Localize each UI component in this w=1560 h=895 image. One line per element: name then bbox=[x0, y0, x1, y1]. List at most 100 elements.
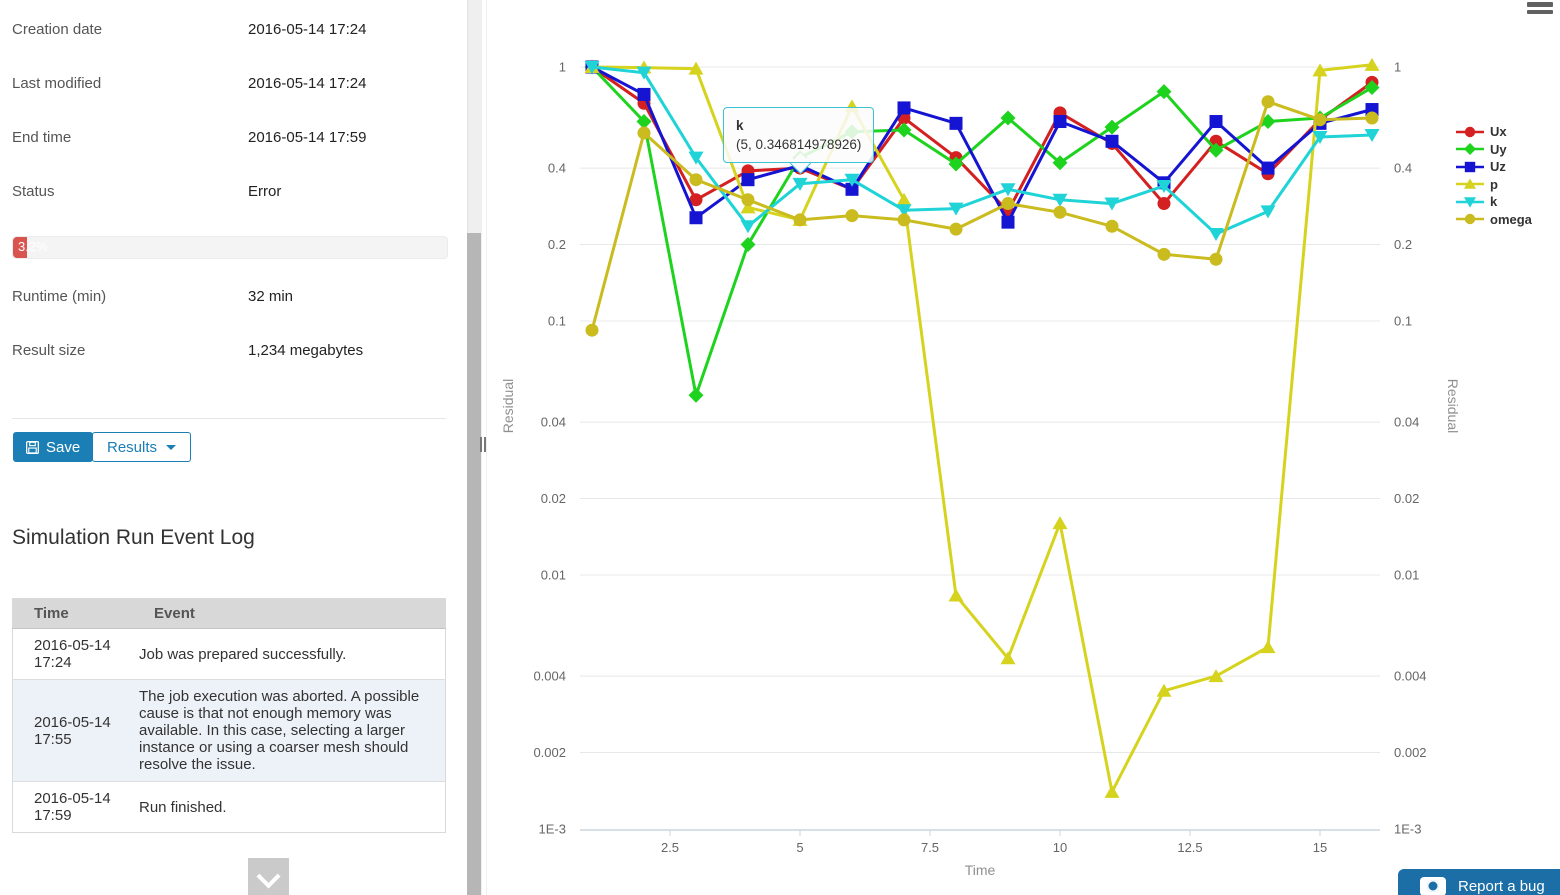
report-a-bug-button[interactable]: Report a bug bbox=[1398, 869, 1560, 895]
column-header-event: Event bbox=[126, 598, 446, 629]
y-tick-label-left: 1E-3 bbox=[539, 822, 566, 837]
legend-item-omega[interactable]: omega bbox=[1455, 211, 1532, 229]
status-value: Error bbox=[248, 183, 282, 200]
event-log-row: 2016-05-14 17:24 Job was prepared success… bbox=[12, 628, 446, 680]
event-time-cell: 2016-05-14 17:59 bbox=[12, 781, 126, 833]
legend-marker-circle-icon bbox=[1456, 126, 1484, 137]
x-tick-label: 10 bbox=[1053, 840, 1067, 855]
panel-divider bbox=[486, 0, 487, 895]
y-tick-label-left: 1 bbox=[559, 60, 566, 75]
y-tick-label-left: 0.1 bbox=[548, 314, 566, 329]
tooltip-series-name: k bbox=[736, 118, 744, 133]
event-message-cell: Run finished. bbox=[126, 781, 446, 833]
creation-date-value: 2016-05-14 17:24 bbox=[248, 21, 367, 38]
runtime-value: 32 min bbox=[248, 288, 294, 305]
result-size-label: Result size bbox=[12, 342, 86, 359]
legend-label: k bbox=[1490, 194, 1498, 210]
legend-item-Uz[interactable]: Uz bbox=[1455, 158, 1532, 176]
y-tick-label-left: 0.4 bbox=[548, 161, 566, 176]
save-button[interactable]: Save bbox=[13, 432, 94, 462]
legend-item-Uy[interactable]: Uy bbox=[1455, 141, 1532, 159]
event-message-cell: The job execution was aborted. A possibl… bbox=[126, 679, 446, 782]
event-message-cell: Job was prepared successfully. bbox=[126, 628, 446, 680]
legend-item-k[interactable]: k bbox=[1455, 193, 1532, 211]
residuals-chart: 1 1 0.4 0.4 0.2 0.2 0.1 0.1 0.04 0.04 0.02 0.02 0.01… bbox=[500, 57, 1461, 878]
runtime-label: Runtime (min) bbox=[12, 288, 107, 305]
progress-bar-fill bbox=[13, 237, 27, 258]
scroll-more-button[interactable] bbox=[248, 858, 289, 895]
legend-label: omega bbox=[1490, 211, 1532, 227]
camera-icon bbox=[1420, 876, 1446, 895]
x-tick-label: 2.5 bbox=[661, 840, 679, 855]
caret-down-icon bbox=[166, 444, 177, 450]
end-time-value: 2016-05-14 17:59 bbox=[248, 129, 367, 146]
event-log-table: Time Event 2016-05-14 17:24 Job was prepa… bbox=[12, 598, 446, 833]
legend-item-p[interactable]: p bbox=[1455, 176, 1532, 194]
series-line-omega bbox=[590, 100, 1373, 331]
series-omega bbox=[585, 95, 1379, 337]
x-tick-label: 5 bbox=[796, 840, 803, 855]
y-tick-label-left: 0.02 bbox=[541, 491, 566, 506]
report-a-bug-label: Report a bug bbox=[1458, 877, 1545, 895]
legend-marker-square-icon bbox=[1456, 161, 1484, 172]
series-p bbox=[584, 57, 1380, 798]
x-tick-label: 7.5 bbox=[921, 840, 939, 855]
event-log-header-row: Time Event bbox=[12, 598, 446, 629]
last-modified-value: 2016-05-14 17:24 bbox=[248, 75, 367, 92]
y-tick-label-right: 0.02 bbox=[1394, 491, 1419, 506]
event-log-row: 2016-05-14 17:59 Run finished. bbox=[12, 781, 446, 833]
legend-marker-circle-icon bbox=[1456, 214, 1484, 225]
legend-label: Uz bbox=[1490, 159, 1506, 175]
series-Uz bbox=[585, 60, 1379, 229]
legend-label: Uy bbox=[1490, 141, 1507, 157]
y-axis-title-right: Residual bbox=[1445, 379, 1461, 433]
panel-resize-grip[interactable] bbox=[480, 437, 486, 452]
last-modified-label: Last modified bbox=[12, 75, 102, 92]
event-time-cell: 2016-05-14 17:24 bbox=[12, 628, 126, 680]
y-tick-label-right: 0.1 bbox=[1394, 314, 1412, 329]
tooltip-value: (5, 0.346814978926) bbox=[736, 137, 862, 152]
column-header-time: Time bbox=[12, 598, 126, 629]
y-tick-label-right: 1E-3 bbox=[1394, 822, 1421, 837]
y-axis-title-left: Residual bbox=[500, 379, 516, 433]
legend-label: p bbox=[1490, 176, 1498, 192]
save-button-label: Save bbox=[46, 438, 81, 456]
series-line-p bbox=[591, 63, 1373, 794]
y-tick-label-right: 0.04 bbox=[1394, 415, 1419, 430]
hamburger-menu-icon[interactable] bbox=[1527, 2, 1553, 15]
series-Uy bbox=[584, 59, 1380, 403]
x-tick-label: 12.5 bbox=[1177, 840, 1202, 855]
chart-legend: Ux Uy Uz p k omega bbox=[1455, 123, 1532, 228]
results-dropdown-button[interactable]: Results bbox=[92, 432, 192, 462]
event-time-cell: 2016-05-14 17:55 bbox=[12, 679, 126, 782]
legend-label: Ux bbox=[1490, 124, 1507, 140]
y-tick-label-right: 0.01 bbox=[1394, 568, 1419, 583]
legend-item-Ux[interactable]: Ux bbox=[1455, 123, 1532, 141]
legend-marker-triangle-icon bbox=[1456, 178, 1484, 190]
series-line-Uy bbox=[590, 65, 1373, 397]
event-log-title: Simulation Run Event Log bbox=[12, 526, 255, 549]
save-icon bbox=[26, 440, 39, 454]
y-tick-label-left: 0.002 bbox=[533, 745, 566, 760]
result-size-value: 1,234 megabytes bbox=[248, 342, 364, 359]
y-tick-label-left: 0.04 bbox=[541, 415, 566, 430]
end-time-label: End time bbox=[12, 129, 72, 146]
results-button-label: Results bbox=[107, 438, 158, 456]
x-tick-label: 15 bbox=[1313, 840, 1327, 855]
section-divider bbox=[12, 418, 446, 419]
chart-tooltip: k (5, 0.346814978926) bbox=[723, 107, 875, 163]
series-line-k bbox=[591, 65, 1373, 236]
progress-percent: 3.2% bbox=[18, 239, 48, 254]
y-tick-label-right: 0.002 bbox=[1394, 745, 1427, 760]
y-tick-label-right: 1 bbox=[1394, 60, 1401, 75]
series-k bbox=[584, 61, 1380, 242]
vertical-scrollbar-thumb[interactable] bbox=[467, 233, 481, 895]
y-tick-label-right: 0.004 bbox=[1394, 669, 1427, 684]
progress-bar: 3.2% bbox=[12, 236, 448, 259]
creation-date-label: Creation date bbox=[12, 21, 103, 38]
series-line-Uz bbox=[591, 65, 1373, 224]
legend-marker-diamond-icon bbox=[1456, 143, 1484, 156]
legend-marker-triangle-down-icon bbox=[1456, 196, 1484, 208]
y-tick-label-right: 0.2 bbox=[1394, 237, 1412, 252]
